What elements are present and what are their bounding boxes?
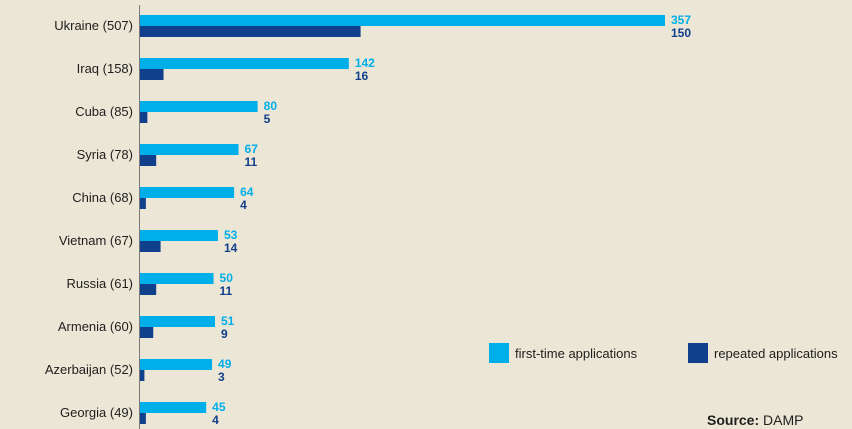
data-label-first-time: 142 [355,56,375,70]
data-label-first-time: 45 [212,400,226,414]
legend-swatch-repeated [688,343,708,363]
data-label-first-time: 49 [218,357,232,371]
data-label-repeated: 16 [355,69,369,83]
data-label-repeated: 3 [218,370,225,384]
data-label-first-time: 51 [221,314,235,328]
category-label: Syria (78) [77,147,133,162]
bar-first-time [140,359,213,370]
bar-first-time [140,58,349,69]
data-label-first-time: 50 [220,271,234,285]
category-label: Russia (61) [67,276,133,291]
bar-repeated [140,370,145,381]
data-label-repeated: 11 [220,284,233,298]
data-label-repeated: 150 [671,26,691,40]
source-text: DAMP [763,412,804,428]
category-label: Armenia (60) [58,319,133,334]
bar-repeated [140,69,164,80]
bar-repeated [140,112,148,123]
bar-repeated [140,241,161,252]
bar-repeated [140,284,157,295]
data-label-first-time: 357 [671,13,691,27]
bar-repeated [140,198,146,209]
data-label-first-time: 67 [245,142,259,156]
data-label-repeated: 4 [240,198,247,212]
data-label-first-time: 53 [224,228,238,242]
data-label-repeated: 14 [224,241,238,255]
source-note: Source: DAMP [707,412,803,428]
bar-first-time [140,15,665,26]
bar-first-time [140,144,239,155]
category-label: China (68) [72,190,133,205]
bar-first-time [140,273,214,284]
legend-item-first-time: first-time applications [489,343,637,363]
data-label-first-time: 64 [240,185,254,199]
bar-repeated [140,413,146,424]
category-label: Iraq (158) [77,61,133,76]
category-label: Azerbaijan (52) [45,362,133,377]
bar-repeated [140,155,157,166]
data-label-first-time: 80 [264,99,278,113]
bar-repeated [140,26,361,37]
legend-item-repeated: repeated applications [688,343,838,363]
bar-first-time [140,402,207,413]
data-label-repeated: 11 [245,155,258,169]
bar-first-time [140,187,235,198]
bar-first-time [140,230,218,241]
bar-repeated [140,327,154,338]
data-label-repeated: 9 [221,327,228,341]
data-label-repeated: 4 [212,413,219,427]
category-label: Georgia (49) [60,405,133,420]
bar-first-time [140,316,215,327]
category-label: Ukraine (507) [54,18,133,33]
bar-first-time [140,101,258,112]
category-label: Cuba (85) [75,104,133,119]
legend-label-repeated: repeated applications [714,345,838,361]
source-label: Source: [707,412,760,428]
legend-label-first-time: first-time applications [515,345,638,361]
legend-swatch-first-time [489,343,509,363]
data-label-repeated: 5 [264,112,271,126]
category-label: Vietnam (67) [59,233,133,248]
